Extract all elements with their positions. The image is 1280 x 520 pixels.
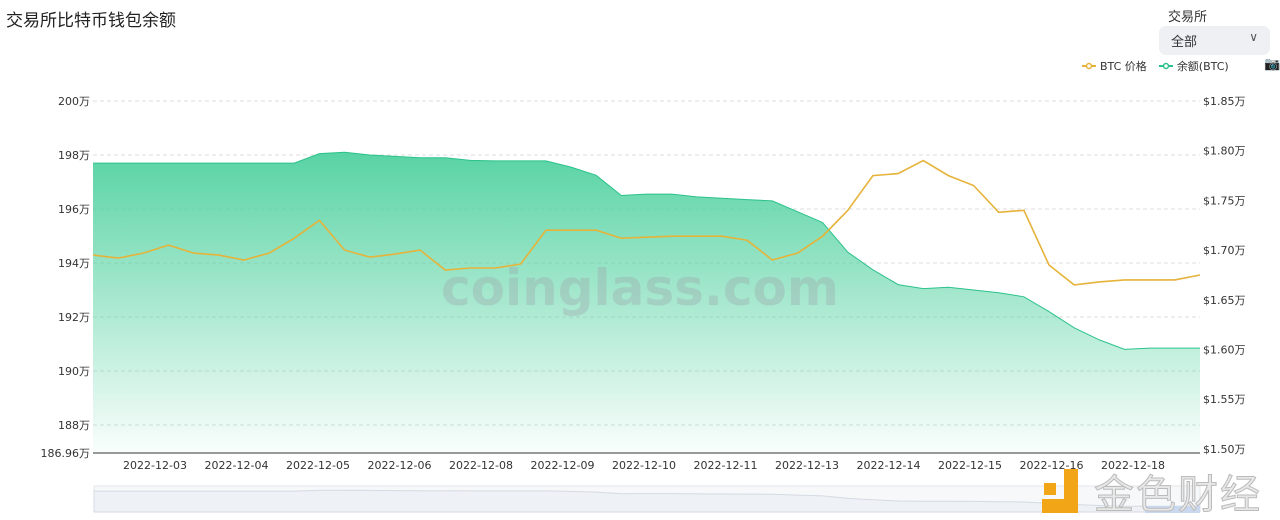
left-tick-label: 194万 [58, 257, 90, 270]
camera-icon[interactable]: 📷 [1264, 57, 1280, 72]
right-tick-label: $1.55万 [1203, 393, 1246, 406]
page-title: 交易所比特币钱包余额 [6, 11, 176, 31]
x-tick-label: 2022-12-03 [123, 459, 187, 472]
x-tick-label: 2022-12-11 [694, 459, 758, 472]
x-tick-label: 2022-12-15 [938, 459, 1002, 472]
right-tick-label: $1.65万 [1203, 294, 1246, 307]
right-tick-label: $1.75万 [1203, 194, 1246, 207]
left-tick-label: 188万 [58, 419, 90, 432]
left-tick-label: 186.96万 [41, 447, 91, 460]
right-tick-label: $1.70万 [1203, 244, 1246, 257]
x-tick-label: 2022-12-10 [612, 459, 676, 472]
right-tick-label: $1.60万 [1203, 344, 1246, 357]
exchange-select-value: 全部 [1171, 35, 1198, 50]
left-tick-label: 190万 [58, 365, 90, 378]
x-tick-label: 2022-12-13 [775, 459, 839, 472]
x-tick-label: 2022-12-06 [368, 459, 432, 472]
legend: BTC 价格 余额(BTC) [1082, 58, 1229, 74]
balance-area [93, 152, 1200, 454]
x-tick-label: 2022-12-18 [1101, 459, 1165, 472]
right-tick-label: $1.85万 [1203, 95, 1246, 108]
right-tick-label: $1.80万 [1203, 145, 1246, 158]
x-tick-label: 2022-12-08 [449, 459, 513, 472]
legend-label: 余额(BTC) [1176, 60, 1229, 73]
balance-line [93, 151, 1200, 350]
x-tick-label: 2022-12-09 [531, 459, 595, 472]
jinse-logo: 金色财经 [1042, 462, 1262, 520]
exchange-select[interactable]: 全部 ∨ [1159, 26, 1270, 55]
x-tick-label: 2022-12-16 [1020, 459, 1084, 472]
legend-line-icon [1158, 62, 1173, 70]
left-tick-label: 196万 [58, 203, 90, 216]
x-tick-label: 2022-12-04 [205, 459, 269, 472]
legend-label: BTC 价格 [1100, 60, 1147, 73]
watermark: coinglass.com [441, 259, 839, 317]
legend-line-icon [1082, 62, 1096, 70]
zoom-slider-handle [1145, 506, 1200, 513]
left-tick-label: 200万 [58, 95, 90, 108]
right-tick-label: $1.50万 [1203, 443, 1246, 456]
legend-item-balance[interactable]: 余额(BTC) [1158, 58, 1229, 74]
logo-text: 金色财经 [1094, 472, 1262, 519]
logo-mark-icon [1042, 469, 1086, 513]
legend-item-price[interactable]: BTC 价格 [1082, 58, 1147, 74]
left-tick-label: 192万 [58, 311, 90, 324]
x-tick-label: 2022-12-05 [286, 459, 350, 472]
x-tick-label: 2022-12-14 [857, 459, 921, 472]
left-tick-label: 198万 [58, 149, 90, 162]
price-line [92, 159, 1201, 286]
chevron-down-icon: ∨ [1249, 30, 1258, 44]
exchange-filter-label: 交易所 [1168, 10, 1208, 25]
